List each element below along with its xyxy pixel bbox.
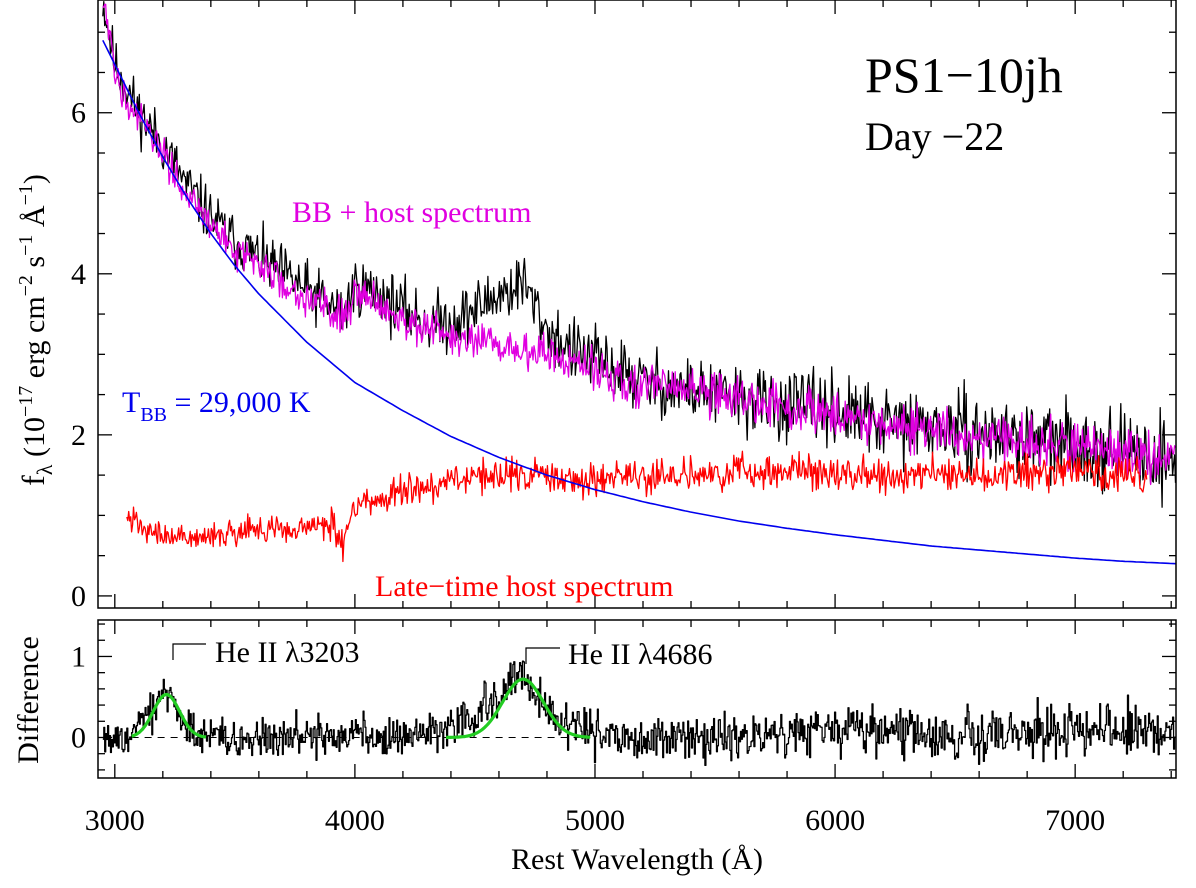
top-panel-frame (97, 0, 1177, 609)
y-axis-exp-3: −1 (15, 235, 37, 256)
heii-3203-marker (172, 643, 206, 660)
y-axis-exp-2: −2 (15, 275, 37, 296)
x-tick-label: 4000 (325, 804, 385, 837)
y-axis-unit-2: erg cm (18, 296, 51, 385)
series-bb-host-spectrum (102, 3, 1176, 486)
y-tick-label-bottom: 0 (71, 721, 86, 754)
y-tick-label-top: 6 (71, 97, 86, 130)
y-tick-label-top: 0 (71, 580, 86, 613)
axis-ticks: 3000 4000 5000 6000 7000 0 2 4 6 0 1 (71, 0, 1176, 837)
y-axis-space (18, 457, 51, 465)
difference-axis-title: Difference (12, 636, 45, 764)
blackbody-label-sub: BB (140, 404, 167, 426)
series-late-time-host-spectrum (126, 450, 1148, 563)
y-axis-unit-4: Å (18, 205, 51, 235)
blackbody-label-rest: = 29,000 K (167, 386, 311, 419)
series-gaussian-fit-he-ii-4686 (446, 677, 591, 739)
y-tick-label-top: 2 (71, 419, 86, 452)
y-axis-exp-4: −1 (15, 184, 37, 205)
y-axis-symbol-sub: λ (32, 464, 57, 475)
model-label: BB + host spectrum (292, 196, 531, 229)
blackbody-label: TBB = 29,000 K (122, 386, 311, 426)
chart-subtitle: Day −22 (865, 114, 1004, 159)
heii-4686-marker (525, 647, 560, 664)
y-tick-label-bottom: 1 (71, 640, 86, 673)
heii-3203-label: He II λ3203 (215, 636, 360, 669)
host-label: Late−time host spectrum (375, 570, 674, 603)
x-tick-label: 3000 (85, 804, 145, 837)
blackbody-label-main: T (122, 386, 140, 419)
series-blackbody-t-bb-29-000-k (102, 39, 1176, 565)
y-axis-exp-1: −17 (15, 386, 37, 417)
y-axis-unit-1: (10 (18, 417, 51, 457)
x-tick-label: 5000 (565, 804, 625, 837)
chart-title: PS1−10jh (865, 47, 1063, 103)
bottom-panel-frame (97, 619, 1177, 779)
y-axis-symbol: f (15, 475, 51, 486)
series-gaussian-fit-he-ii-3203 (131, 692, 207, 739)
y-tick-label-top: 4 (71, 258, 86, 291)
heii-4686-label: He II λ4686 (568, 638, 713, 671)
bottom-panel-series (102, 660, 1176, 767)
y-axis-unit-5: ) (18, 174, 51, 184)
y-axis-unit-3: s (18, 256, 51, 275)
x-tick-label: 6000 (805, 804, 865, 837)
top-panel-series (102, 0, 1176, 565)
y-axis-title: fλ (10−17 erg cm−2 s−1 Å−1) (15, 174, 57, 486)
x-tick-label: 7000 (1045, 804, 1105, 837)
x-axis-title: Rest Wavelength (Å) (511, 843, 763, 876)
series-difference-spectrum (102, 660, 1176, 767)
